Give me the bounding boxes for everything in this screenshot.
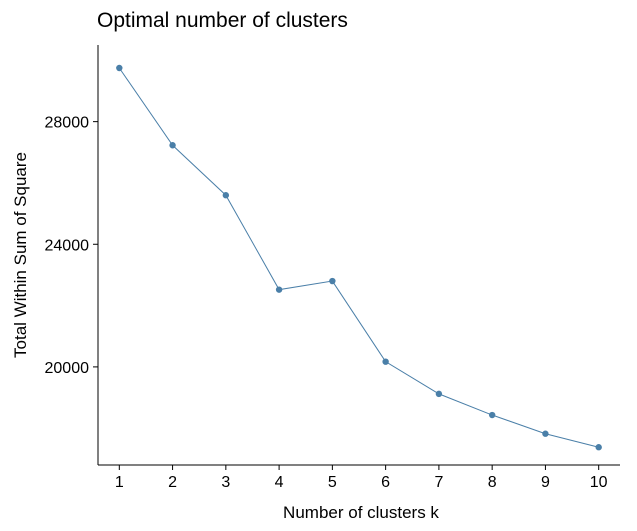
chart-title: Optimal number of clusters (97, 9, 348, 32)
y-tick-label: 20000 (45, 360, 90, 377)
data-point-k8 (488, 411, 496, 419)
y-axis-title: Total Within Sum of Square (11, 152, 30, 358)
x-tick-label: 9 (541, 474, 550, 491)
data-point-k6 (382, 358, 389, 365)
x-tick-label: 7 (434, 474, 443, 491)
x-axis-ticks: 1 2 3 4 5 6 7 8 9 10 (115, 465, 608, 491)
y-axis-ticks: 20000 24000 28000 (45, 115, 98, 377)
series-line (118, 67, 599, 448)
x-tick-label: 8 (488, 474, 497, 491)
x-tick-label: 5 (328, 474, 337, 491)
x-tick-label: 1 (115, 474, 124, 491)
x-tick-label: 4 (275, 474, 284, 491)
y-tick-label: 28000 (45, 115, 90, 132)
data-point-k3 (222, 192, 230, 199)
x-tick-label: 2 (168, 474, 177, 491)
x-tick-label: 3 (221, 474, 230, 491)
data-point-k10 (595, 444, 602, 451)
data-point-k5 (329, 277, 336, 285)
data-point-k2 (169, 142, 176, 149)
data-point-k4 (275, 286, 283, 293)
data-point-k9 (542, 430, 549, 437)
plot-area (116, 64, 602, 451)
x-tick-label: 6 (381, 474, 390, 491)
data-point-k7 (435, 390, 443, 398)
x-axis-title: Number of clusters k (283, 503, 439, 522)
data-point-k1 (116, 64, 123, 72)
y-tick-label: 24000 (45, 237, 90, 254)
x-tick-label: 10 (590, 474, 608, 491)
